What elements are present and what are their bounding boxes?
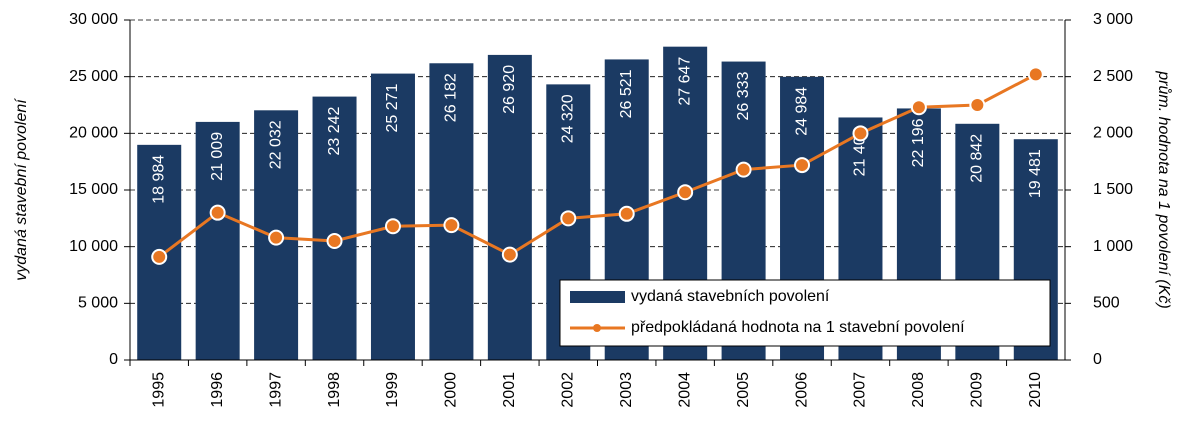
line-point [910, 99, 927, 116]
y2-tick-label: 3 000 [1093, 11, 1133, 28]
y-tick-label: 10 000 [69, 238, 118, 255]
line-point [501, 246, 518, 263]
y2-axis-title: prům. hodnota na 1 povolení (Kč) [1155, 70, 1173, 308]
y-tick-label: 25 000 [69, 68, 118, 85]
line-point [794, 157, 811, 174]
bar-value-label: 24 320 [560, 94, 577, 143]
x-tick-label: 1998 [326, 372, 343, 408]
bar-value-label: 26 521 [618, 69, 635, 118]
bar-value-label: 21 009 [209, 132, 226, 181]
x-tick-label: 1996 [209, 372, 226, 408]
x-tick-label: 1997 [267, 372, 284, 408]
bar-value-label: 22 032 [267, 120, 284, 169]
y-tick-label: 20 000 [69, 125, 118, 142]
x-tick-label: 2003 [618, 372, 635, 408]
legend-label: vydaná stavebních povolení [631, 288, 830, 305]
y2-tick-label: 1 500 [1093, 181, 1133, 198]
y2-tick-label: 500 [1093, 295, 1120, 312]
line-point [151, 248, 168, 265]
bar-value-label: 26 182 [443, 73, 460, 122]
line-point [852, 125, 869, 142]
line-point [268, 229, 285, 246]
line-point [560, 210, 577, 227]
y2-tick-label: 0 [1093, 351, 1102, 368]
legend-swatch [570, 291, 625, 303]
y-tick-label: 5 000 [78, 295, 118, 312]
bar-value-label: 24 984 [793, 87, 810, 136]
y2-tick-label: 1 000 [1093, 238, 1133, 255]
x-tick-label: 2004 [676, 372, 693, 408]
x-tick-label: 2008 [910, 372, 927, 408]
bar-value-label: 22 196 [910, 118, 927, 167]
bar-value-label: 27 647 [676, 57, 693, 106]
line-point [1027, 66, 1044, 83]
bar-value-label: 18 984 [150, 155, 167, 204]
bar-value-label: 20 842 [969, 134, 986, 183]
line-point [969, 97, 986, 113]
x-tick-label: 2001 [501, 372, 518, 408]
bar [312, 96, 357, 360]
y-axis-title: vydaná stavební povolení [13, 98, 30, 281]
line-point [677, 184, 694, 201]
legend-label: předpokládaná hodnota na 1 stavební povo… [631, 319, 965, 336]
bar [429, 63, 474, 361]
bar-value-label: 19 481 [1027, 149, 1044, 198]
x-tick-label: 2010 [1027, 372, 1044, 408]
bar [195, 121, 240, 360]
bar-value-label: 26 920 [501, 65, 518, 114]
y2-tick-label: 2 000 [1093, 125, 1133, 142]
bar [487, 54, 532, 360]
x-tick-label: 2002 [560, 372, 577, 408]
legend-box [559, 279, 1051, 347]
line-point [443, 217, 460, 234]
bar [370, 73, 415, 360]
y-tick-label: 0 [109, 351, 118, 368]
line-point [384, 218, 401, 235]
bar-value-label: 26 333 [735, 71, 752, 120]
x-tick-label: 1999 [384, 372, 401, 408]
x-tick-label: 1995 [150, 372, 167, 408]
y2-tick-label: 2 500 [1093, 68, 1133, 85]
bar-value-label: 23 242 [326, 106, 343, 155]
line-point [735, 161, 752, 178]
x-tick-label: 2009 [969, 372, 986, 408]
y-tick-label: 30 000 [69, 11, 118, 28]
line-point [326, 233, 343, 249]
legend-swatch-marker [593, 324, 601, 332]
x-tick-label: 2000 [443, 372, 460, 408]
x-tick-label: 2005 [735, 372, 752, 408]
line-point [209, 204, 226, 221]
y-tick-label: 15 000 [69, 181, 118, 198]
line-point [618, 205, 635, 222]
bar-value-label: 25 271 [384, 83, 401, 132]
x-tick-label: 2007 [852, 372, 869, 408]
line [158, 73, 1037, 259]
x-tick-label: 2006 [793, 372, 810, 408]
